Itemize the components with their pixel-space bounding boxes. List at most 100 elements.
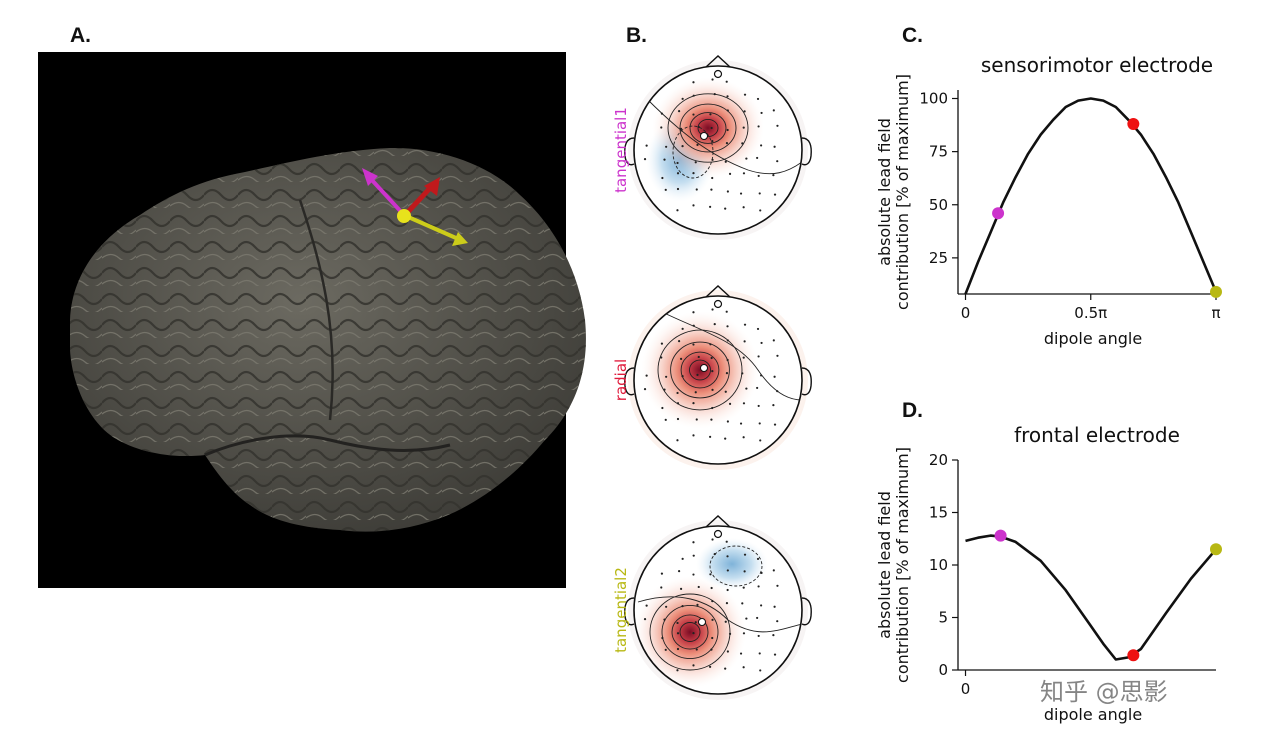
- frontal-electrode: [713, 69, 723, 79]
- electrode-dot: [663, 388, 666, 391]
- contour-line: [670, 341, 730, 399]
- electrode-dot: [713, 93, 716, 96]
- electrode-dot: [760, 144, 763, 147]
- nose-icon: [705, 55, 731, 68]
- electrode-dot: [681, 375, 684, 378]
- contour-line: [667, 93, 749, 163]
- electrode-dot: [660, 112, 664, 115]
- electrode-dot: [742, 632, 746, 635]
- electrode-dot: [724, 207, 727, 210]
- data-point: [1210, 285, 1222, 298]
- electrode-dot: [676, 161, 679, 165]
- electrode-dot: [745, 387, 748, 390]
- y-tick-label: 15: [929, 504, 948, 522]
- topomap-panel: tangential1 radial tangential2: [612, 55, 812, 700]
- electrode-dot: [681, 605, 684, 608]
- electrode-dot: [711, 618, 714, 621]
- electrode-dot: [726, 569, 729, 572]
- panel-label-c: C.: [902, 24, 923, 47]
- zero-contour: [637, 596, 802, 633]
- electrode-dot: [724, 620, 727, 623]
- electrode-dot: [773, 423, 777, 426]
- contour-line: [671, 614, 709, 650]
- electrode-dot: [696, 373, 699, 376]
- electrode-dot: [760, 111, 763, 115]
- electrode-dot: [710, 648, 713, 651]
- electrode-dot: [728, 172, 732, 175]
- y-tick-label: 0: [938, 661, 948, 679]
- electrode-dot: [692, 81, 695, 84]
- electrode-dot: [742, 206, 745, 209]
- right-ear-icon: [801, 367, 812, 396]
- electrode-dot: [726, 588, 729, 592]
- x-tick-label: 0: [961, 680, 971, 698]
- data-point: [992, 207, 1005, 220]
- electrode-dot: [678, 110, 681, 113]
- electrode-dot: [711, 78, 714, 81]
- positive-field: [658, 328, 742, 412]
- electrode-dot: [773, 605, 776, 608]
- contour-line: [689, 112, 727, 144]
- x-tick-label: 0.5π: [1074, 304, 1107, 322]
- electrode-dot: [742, 172, 746, 175]
- electrode-dot: [745, 157, 748, 160]
- sensorimotor-electrode: [698, 618, 706, 626]
- electrode-dot: [681, 145, 684, 148]
- electrode-dot: [743, 93, 747, 96]
- electrode-dot: [725, 310, 728, 313]
- electrode-dot: [759, 439, 762, 442]
- electrode-dot: [743, 323, 747, 326]
- electrode-dot: [726, 128, 729, 132]
- electrode-dot: [756, 327, 760, 331]
- electrode-dot: [724, 160, 727, 163]
- electrode-dot: [743, 553, 747, 556]
- electrode-dot: [711, 388, 714, 391]
- electrode-dot: [773, 145, 776, 148]
- electrode-dot: [692, 204, 695, 207]
- electrode-dot: [692, 172, 695, 175]
- electrode-dot: [692, 324, 695, 327]
- data-line: [964, 97, 1218, 295]
- electrode-dot: [676, 172, 680, 175]
- electrode-dot: [710, 126, 713, 130]
- contour-line: [680, 351, 720, 389]
- topomap-tangential1: [624, 55, 812, 240]
- electrode-dot: [757, 404, 760, 408]
- electrode-dot: [709, 205, 712, 208]
- electrode-dot: [757, 174, 760, 178]
- electrode-dot: [679, 587, 683, 590]
- electrode-dot: [681, 557, 684, 560]
- electrode-dot: [660, 572, 664, 575]
- electrode-dot: [742, 356, 745, 359]
- electrode-dot: [756, 156, 759, 160]
- electrode-dot: [676, 439, 679, 442]
- electrode-dot: [697, 585, 700, 589]
- electrode-dot: [645, 144, 648, 147]
- electrode-dot: [692, 573, 695, 576]
- electrode-dot: [713, 553, 716, 556]
- electrode-dot: [695, 418, 698, 421]
- zero-contour: [645, 97, 802, 175]
- electrode-dot: [692, 94, 695, 97]
- zero-contour: [657, 309, 802, 401]
- electrode-dot: [711, 538, 714, 541]
- electrode-dot: [676, 417, 680, 421]
- electrode-dot: [692, 402, 695, 405]
- electrode-dot: [772, 634, 775, 637]
- chart-title: sensorimotor electrode: [981, 53, 1213, 77]
- electrode-dot: [711, 176, 714, 180]
- electrode-dot: [725, 372, 729, 375]
- electrode-dot: [696, 603, 699, 606]
- electrode-dot: [739, 652, 743, 655]
- electrode-dot: [742, 666, 745, 669]
- tangential1-arrow: [368, 176, 406, 217]
- head-outline: [633, 525, 803, 695]
- electrode-dot: [758, 652, 761, 655]
- electrode-dot: [709, 665, 712, 668]
- radial-arrow: [404, 184, 434, 216]
- electrode-dot: [695, 648, 698, 651]
- electrode-dot: [742, 436, 745, 439]
- y-axis-label: contribution [% of maximum]: [893, 74, 912, 310]
- electrode-dot: [660, 342, 664, 345]
